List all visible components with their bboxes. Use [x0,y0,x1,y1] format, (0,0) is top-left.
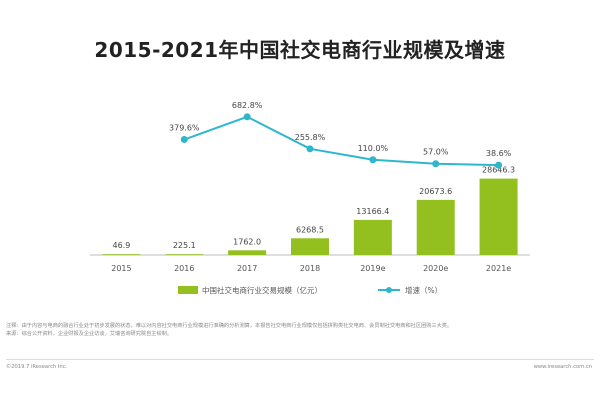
growth-label-2017: 682.8% [232,101,263,110]
legend-bar-label: 中国社交电商行业交易规模（亿元） [202,285,322,295]
growth-point-2018 [306,145,314,153]
x-tick-labels-group: 2015 2016 2017 2018 2019e 2020e 2021e [111,264,511,273]
bar-2020e [416,199,455,255]
growth-label-2021e: 38.6% [486,149,512,158]
bar-2021e [479,178,518,255]
x-tick-2018: 2018 [300,264,320,273]
legend-bar-swatch [178,286,198,294]
bar-label-2021e: 28646.3 [482,166,515,175]
footnote-note: 注释：由于内容与电商的融合行业处于初步发展的状态，难以对内容社交电商行业规模进行… [6,323,453,329]
bar-label-2017: 1762.0 [233,237,261,246]
bar-2015 [102,254,141,255]
growth-point-2016 [180,136,188,144]
website-text: www.iresearch.com.cn [533,364,592,370]
bar-label-2015: 46.9 [113,241,131,250]
footer-divider [6,359,594,360]
x-tick-2021e: 2021e [486,264,511,273]
growth-label-2019e: 110.0% [358,144,389,153]
chart-title: 2015-2021年中国社交电商行业规模及增速 [94,38,506,62]
footnote: 注释：由于内容与电商的融合行业处于初步发展的状态，难以对内容社交电商行业规模进行… [6,322,594,338]
bar-2016 [165,254,204,255]
growth-label-2016: 379.6% [169,124,200,133]
x-tick-2020e: 2020e [423,264,448,273]
bar-label-2020e: 20673.6 [419,187,452,196]
bar-2017 [228,250,267,255]
growth-label-2018: 255.8% [295,133,326,142]
legend-line-marker [386,287,392,293]
bar-2018 [291,238,329,255]
growth-point-2020e [432,160,440,168]
x-tick-2019e: 2019e [360,264,385,273]
bar-label-2019e: 13166.4 [356,207,389,216]
growth-point-2017 [243,113,251,121]
growth-point-2019e [369,156,377,164]
x-tick-2016: 2016 [174,264,194,273]
growth-line-group: 379.6% 682.8% 255.8% 110.0% 57.0% 38.6% [169,101,512,169]
growth-point-2021e [495,161,503,169]
legend-line-label: 增速（%） [405,285,442,295]
bars-group [102,178,518,255]
bar-2019e [353,219,392,255]
copyright-text: ©2019.7 iResearch Inc. [6,364,68,370]
bar-labels-group: 46.9 225.1 1762.0 6268.5 13166.4 20673.6 28646… [113,166,516,251]
x-tick-2015: 2015 [111,264,131,273]
x-tick-2017: 2017 [237,264,257,273]
bar-label-2016: 225.1 [173,241,196,250]
bar-label-2018: 6268.5 [296,225,324,234]
legend: 中国社交电商行业交易规模（亿元） 增速（%） [178,285,442,295]
chart-svg: 46.9 225.1 1762.0 6268.5 13166.4 20673.6 28646… [90,101,530,295]
footnote-source: 来源：综合公开资料，企业财报及企业访谈，艾瑞咨询研究院自主绘制。 [6,331,173,337]
growth-label-2020e: 57.0% [423,148,449,157]
growth-line [183,115,499,167]
